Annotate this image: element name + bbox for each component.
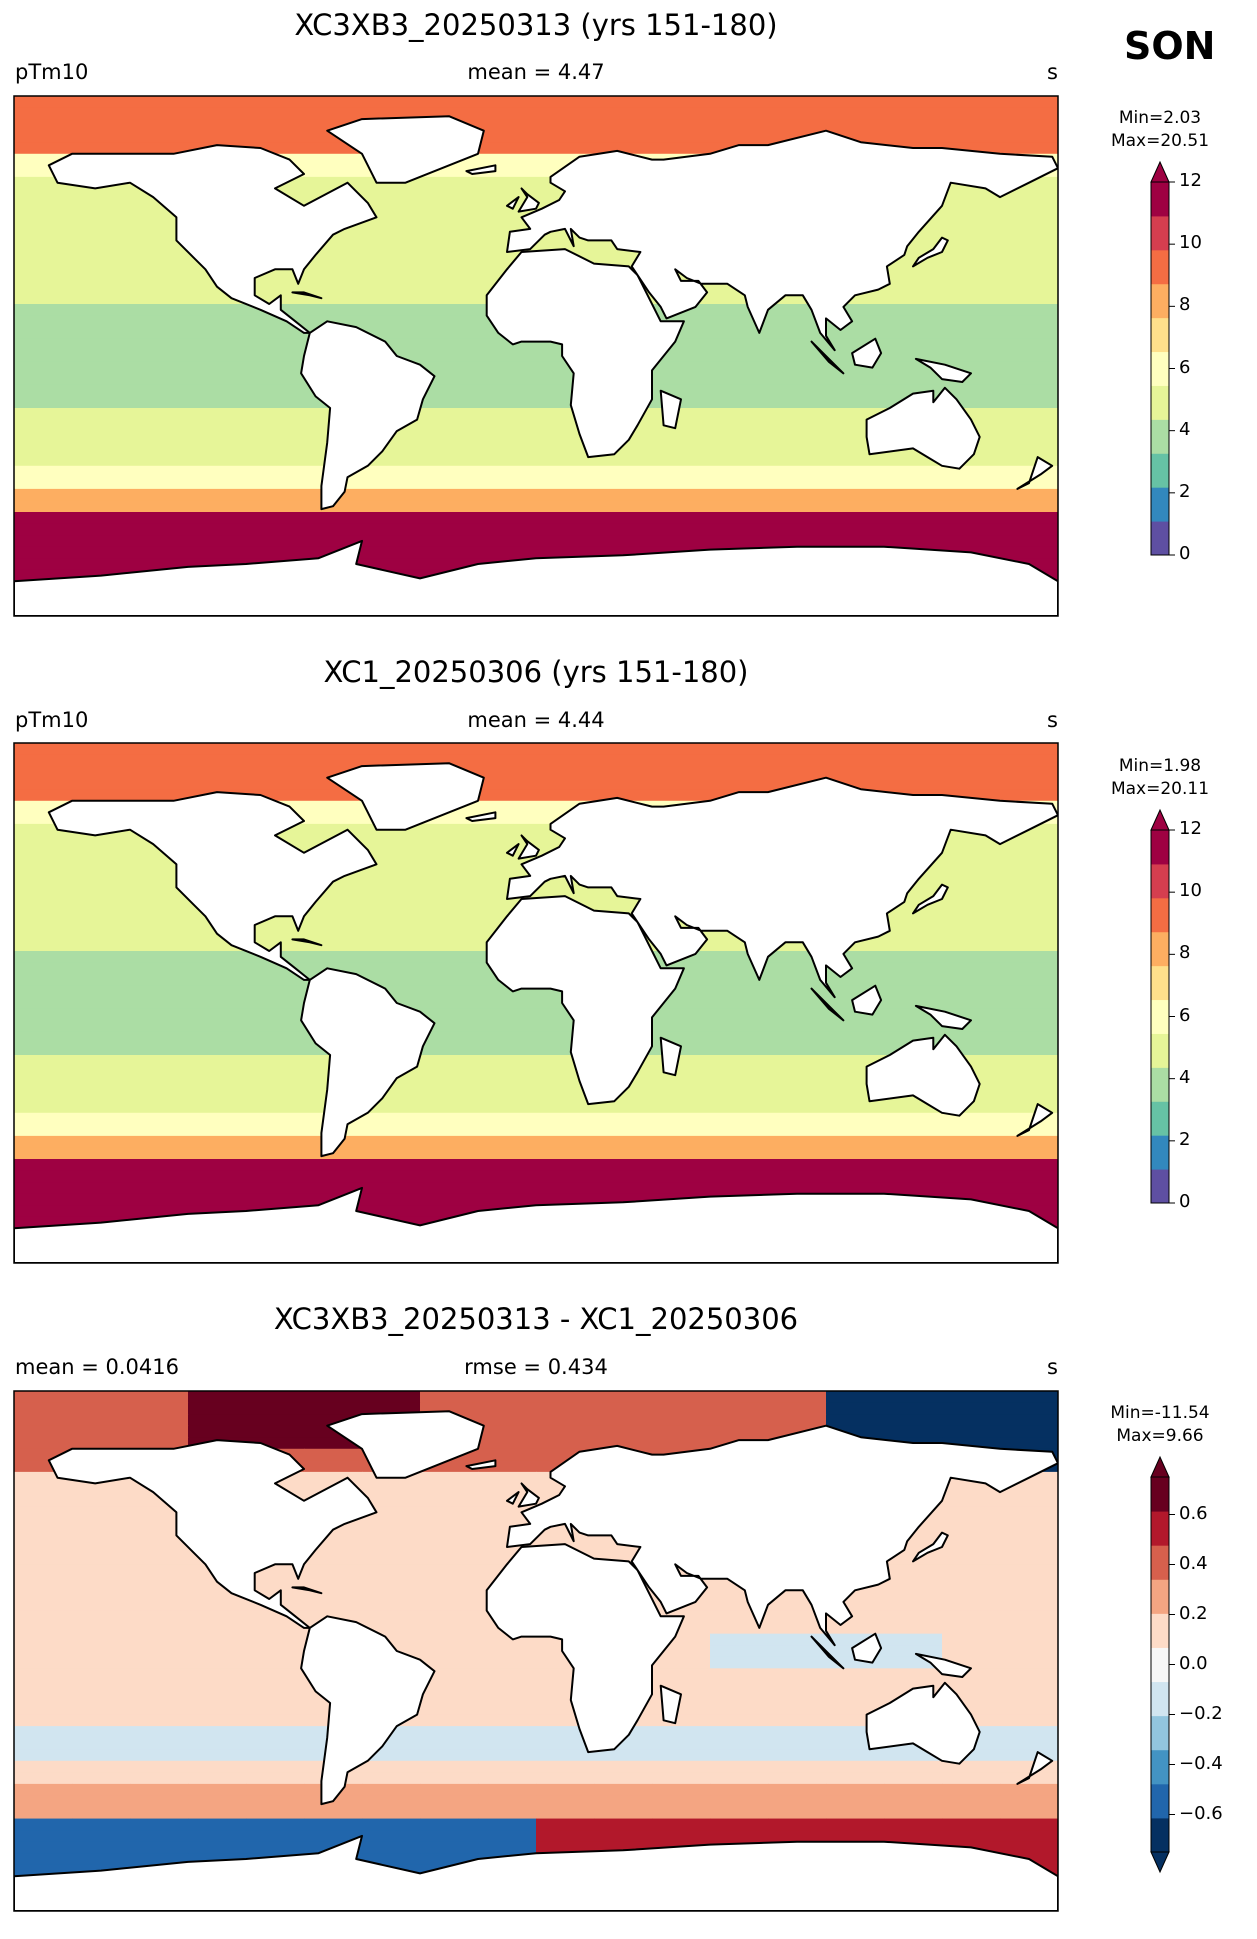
colorbar-2	[1150, 808, 1175, 1204]
colorbar-1-tick-label: 10	[1179, 232, 1202, 254]
colorbar-2-tick-label: 4	[1179, 1066, 1191, 1088]
colorbar-2-tick-label: 0	[1179, 1191, 1191, 1212]
panel-2-title: XC1_20250306 (yrs 151-180)	[323, 655, 749, 689]
map-panel-1	[13, 95, 1059, 617]
panel-3-max-text: Max=9.66	[1116, 1426, 1204, 1446]
panel-3-mean-label: mean = 0.0416	[15, 1355, 179, 1379]
panel-3-title: XC3XB3_20250313 - XC1_20250306	[273, 1302, 799, 1336]
panel-1-min-text: Min=2.03	[1118, 108, 1202, 128]
panel-1-mean-label: mean = 4.47	[467, 60, 605, 84]
colorbar-1-tick-label: 12	[1179, 170, 1202, 191]
panel-2-mean-label: mean = 4.44	[467, 708, 605, 732]
colorbar-2-tick-label: 8	[1179, 942, 1191, 964]
colorbar-1-tick-label: 0	[1179, 543, 1191, 564]
season-label: SON	[1124, 24, 1216, 68]
colorbar-3-tick-label: 0.4	[1179, 1552, 1208, 1574]
colorbar-1-tick-label: 6	[1179, 356, 1191, 378]
panel-3-min-text: Min=-11.54	[1110, 1403, 1210, 1423]
colorbar-3-tick-label: 0.0	[1179, 1652, 1208, 1674]
colorbar-2-tick-label: 6	[1179, 1004, 1191, 1026]
map-panel-2	[13, 742, 1059, 1264]
colorbar-2-tick-label: 12	[1179, 818, 1202, 839]
colorbar-3-tick-label: −0.6	[1179, 1802, 1223, 1824]
panel-2-units-label: s	[1047, 708, 1058, 732]
panel-2-variable-label: pTm10	[15, 708, 89, 732]
colorbar-2-tick-label: 2	[1179, 1128, 1191, 1150]
colorbar-3-tick-label: 0.6	[1179, 1502, 1208, 1524]
panel-3-units-label: s	[1047, 1355, 1058, 1379]
map-panel-3	[13, 1390, 1059, 1912]
colorbar-3-tick-label: 0.2	[1179, 1602, 1208, 1624]
colorbar-1-tick-label: 8	[1179, 294, 1191, 316]
colorbar-3	[1150, 1455, 1175, 1874]
panel-1-variable-label: pTm10	[15, 60, 89, 84]
colorbar-3-tick-label: −0.4	[1179, 1752, 1223, 1774]
panel-1-units-label: s	[1047, 60, 1058, 84]
colorbar-3-tick-label: −0.2	[1179, 1702, 1223, 1724]
panel-1-max-text: Max=20.51	[1110, 131, 1210, 151]
panel-2-min-text: Min=1.98	[1118, 756, 1202, 776]
panel-1-title: XC3XB3_20250313 (yrs 151-180)	[294, 8, 778, 42]
colorbar-1	[1150, 160, 1175, 556]
colorbar-2-tick-label: 10	[1179, 880, 1202, 902]
colorbar-1-tick-label: 2	[1179, 480, 1191, 502]
panel-2-max-text: Max=20.11	[1110, 779, 1210, 799]
colorbar-1-tick-label: 4	[1179, 418, 1191, 440]
panel-3-rmse-label: rmse = 0.434	[464, 1355, 608, 1379]
